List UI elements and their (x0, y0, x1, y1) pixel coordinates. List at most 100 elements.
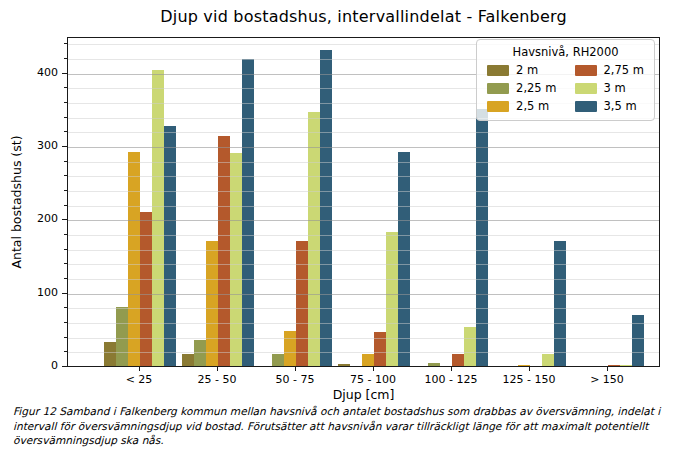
bar (374, 332, 386, 366)
y-tick-label: 300 (18, 139, 58, 152)
bar (362, 354, 374, 366)
y-tick-label: 100 (18, 286, 58, 299)
x-tick-label: 25 - 50 (175, 373, 259, 386)
x-tick-label: 125 - 150 (487, 373, 571, 386)
y-tick (62, 219, 67, 220)
legend-label: 3,5 m (604, 99, 637, 113)
bar (620, 365, 632, 366)
y-minor-tick (64, 117, 67, 118)
legend-label: 2,25 m (516, 81, 556, 95)
bar (464, 327, 476, 366)
legend-swatch-icon (575, 101, 597, 112)
legend-label: 2 m (516, 63, 538, 77)
y-tick (62, 293, 67, 294)
y-minor-tick (64, 175, 67, 176)
y-tick (62, 146, 67, 147)
y-minor-tick (64, 351, 67, 352)
y-axis-label: Antal bostadshus (st) (9, 135, 24, 268)
bar (296, 241, 308, 366)
bar (398, 152, 410, 366)
legend-swatch-icon (487, 101, 509, 112)
x-tick (217, 367, 218, 371)
bar (182, 354, 194, 366)
bar (128, 152, 140, 366)
y-minor-tick (64, 234, 67, 235)
legend-swatch-icon (487, 65, 509, 76)
bar (452, 354, 464, 366)
legend-title: Havsnivå, RH2000 (487, 45, 644, 59)
y-minor-tick (64, 131, 67, 132)
legend-items: 2 m 2,25 m 2,5 m 2,75 m 3 m 3,5 m (487, 63, 644, 113)
y-minor-tick (64, 278, 67, 279)
y-minor-tick (64, 249, 67, 250)
x-tick-label: 75 - 100 (331, 373, 415, 386)
bar (206, 241, 218, 366)
x-tick (295, 367, 296, 371)
legend-item: 2,75 m (575, 63, 644, 77)
bar (338, 364, 350, 366)
legend-swatch-icon (575, 83, 597, 94)
legend-label: 2,5 m (516, 99, 549, 113)
bar (152, 70, 164, 366)
legend-label: 2,75 m (604, 63, 644, 77)
y-minor-tick (64, 161, 67, 162)
bar (284, 331, 296, 366)
y-minor-tick (64, 43, 67, 44)
bar (164, 126, 176, 366)
bar (386, 232, 398, 366)
y-minor-tick (64, 263, 67, 264)
y-tick-label: 0 (18, 359, 58, 372)
bar (218, 136, 230, 366)
x-tick-label: > 150 (565, 373, 649, 386)
y-tick (62, 73, 67, 74)
legend-label: 3 m (604, 81, 626, 95)
y-minor-tick (64, 322, 67, 323)
y-minor-tick (64, 205, 67, 206)
legend-item: 2,5 m (487, 99, 556, 113)
legend-swatch-icon (575, 65, 597, 76)
bar (428, 363, 440, 366)
bar (272, 354, 284, 366)
y-tick (62, 366, 67, 367)
y-tick-label: 400 (18, 66, 58, 79)
x-tick (451, 367, 452, 371)
bar (116, 307, 128, 366)
bar (320, 50, 332, 366)
bar (242, 59, 254, 366)
legend-item: 3 m (575, 81, 644, 95)
legend-item: 2 m (487, 63, 556, 77)
x-tick-label: 100 - 125 (409, 373, 493, 386)
bar (476, 109, 488, 366)
x-tick (373, 367, 374, 371)
legend-item: 3,5 m (575, 99, 644, 113)
bar (632, 315, 644, 366)
bar (230, 153, 242, 366)
x-tick-label: 50 - 75 (253, 373, 337, 386)
x-axis-label: Djup [cm] (67, 387, 660, 402)
bar (104, 342, 116, 366)
bar (140, 212, 152, 366)
bar (518, 365, 530, 366)
plot-area: Havsnivå, RH2000 2 m 2,25 m 2,5 m 2,75 m 3 m… (67, 37, 660, 367)
legend: Havsnivå, RH2000 2 m 2,25 m 2,5 m 2,75 m 3 m… (476, 39, 655, 121)
legend-swatch-icon (487, 83, 509, 94)
bar (554, 241, 566, 366)
chart-title: Djup vid bostadshus, intervallindelat - … (67, 7, 660, 26)
y-minor-tick (64, 102, 67, 103)
x-tick (529, 367, 530, 371)
y-minor-tick (64, 190, 67, 191)
x-tick (607, 367, 608, 371)
y-minor-tick (64, 307, 67, 308)
bar (194, 340, 206, 366)
legend-item: 2,25 m (487, 81, 556, 95)
bar (542, 354, 554, 366)
figure-caption: Figur 12 Samband i Falkenberg kommun mel… (13, 404, 689, 448)
chart-figure: Djup vid bostadshus, intervallindelat - … (0, 0, 700, 459)
y-minor-tick (64, 337, 67, 338)
bar (608, 365, 620, 366)
y-minor-tick (64, 58, 67, 59)
x-tick (139, 367, 140, 371)
x-tick-label: < 25 (97, 373, 181, 386)
y-tick-label: 200 (18, 212, 58, 225)
bar (308, 112, 320, 366)
